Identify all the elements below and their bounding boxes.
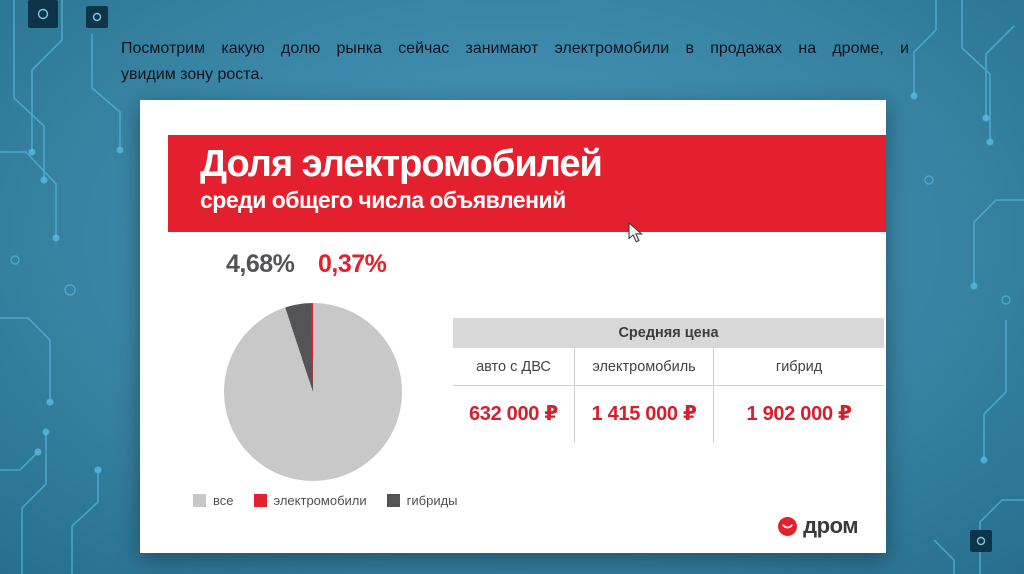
caption-line-2: увидим зону роста. [121, 65, 264, 83]
legend-swatch-hybrids [386, 494, 400, 507]
infographic-card: Доля электромобилей среди общего числа о… [140, 100, 886, 553]
price-value-ice: 632 000 ₽ [453, 386, 575, 442]
infographic-subtitle: среди общего числа объявлений [200, 186, 566, 213]
pie-percent-label-hybrids: 4,68% [226, 250, 295, 278]
legend-label-all: все [213, 493, 234, 508]
slide-caption: Посмотрим какую долю рынка сейчас занима… [121, 36, 909, 87]
column-header-ice: авто с ДВС [453, 348, 575, 386]
caption-line-1: Посмотрим какую долю рынка сейчас занима… [121, 40, 909, 57]
column-header-hybrid: гибрид [714, 348, 884, 386]
price-value-electric: 1 415 000 ₽ [575, 386, 715, 442]
price-table-columns-row: авто с ДВС электромобиль гибрид [453, 348, 884, 386]
header-banner: Доля электромобилей среди общего числа о… [168, 135, 886, 232]
price-table-title: Средняя цена [453, 318, 884, 348]
legend-item-all: все [193, 493, 234, 508]
price-table-values-row: 632 000 ₽ 1 415 000 ₽ 1 902 000 ₽ [453, 386, 884, 442]
drom-logo-icon [778, 516, 798, 536]
price-table: Средняя цена авто с ДВС электромобиль ги… [453, 318, 884, 442]
legend-swatch-all [193, 494, 206, 507]
legend-item-hybrids: гибриды [386, 493, 458, 508]
column-header-electric: электромобиль [574, 348, 715, 386]
pie-chart [224, 303, 402, 481]
pie-legend: все электромобили гибриды [193, 493, 458, 508]
mouse-cursor-icon [628, 222, 644, 243]
legend-item-electric: электромобили [253, 493, 367, 508]
legend-label-electric: электромобили [273, 493, 367, 508]
price-value-hybrid: 1 902 000 ₽ [746, 403, 852, 425]
legend-label-hybrids: гибриды [406, 493, 458, 508]
drom-logo: дром [778, 513, 858, 539]
infographic-title: Доля электромобилей [200, 143, 603, 185]
pie-percent-label-electric: 0,37% [318, 250, 387, 278]
legend-swatch-electric [253, 494, 267, 507]
drom-logo-text: дром [803, 513, 858, 538]
